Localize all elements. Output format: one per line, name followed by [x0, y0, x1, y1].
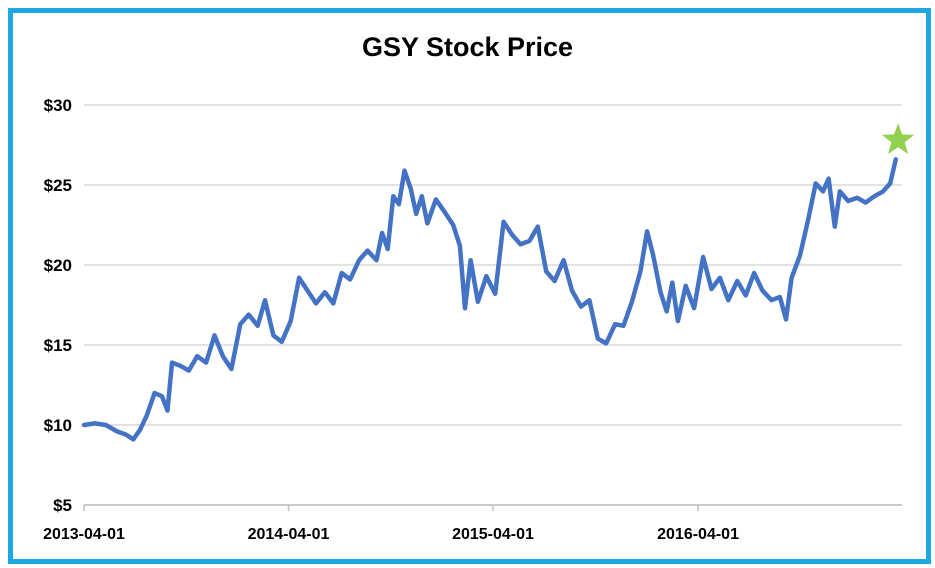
price-line [81, 157, 899, 442]
chart-title: GSY Stock Price [361, 32, 574, 62]
y-tick-label: $15 [44, 336, 72, 355]
gridlines [84, 104, 902, 506]
x-axis: 2013-04-01 2014-04-01 2015-04-01 2016-04-01 [43, 504, 902, 543]
series-layer [81, 123, 915, 442]
y-tick-label: $25 [44, 176, 72, 195]
x-tick-label: 2013-04-01 [43, 526, 125, 543]
y-tick-label: $30 [44, 96, 72, 115]
y-tick-label: $5 [53, 496, 72, 515]
x-tick-label: 2015-04-01 [452, 526, 534, 543]
y-axis-ticks: $5 $10 $15 $20 $25 $30 [44, 96, 72, 515]
y-tick-label: $20 [44, 256, 72, 275]
x-tick-label: 2016-04-01 [657, 526, 739, 543]
x-tick-label: 2014-04-01 [248, 526, 330, 543]
star-marker [881, 123, 915, 154]
y-tick-label: $10 [44, 416, 72, 435]
